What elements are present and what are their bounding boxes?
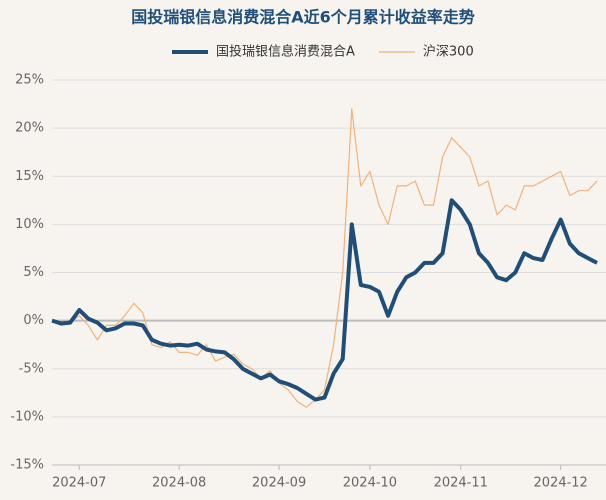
y-tick-label: -15%	[10, 458, 44, 473]
y-tick-label: 0%	[23, 313, 44, 328]
y-tick-label: 15%	[15, 169, 44, 184]
chart-title: 国投瑞银信息消费混合A近6个月累计收益率走势	[131, 8, 475, 27]
legend-label: 沪深300	[423, 44, 474, 60]
y-tick-label: 20%	[15, 121, 44, 136]
y-tick-label: -10%	[10, 409, 44, 424]
y-tick-label: 5%	[23, 265, 44, 280]
series-line	[51, 198, 598, 402]
x-tick-label: 2024-11	[434, 476, 488, 491]
legend-label: 国投瑞银信息消费混合A	[216, 44, 355, 60]
x-tick-label: 2024-09	[252, 476, 306, 491]
x-tick-label: 2024-07	[52, 476, 106, 491]
x-tick-label: 2024-12	[534, 476, 588, 491]
y-tick-label: 10%	[15, 217, 44, 232]
series-line	[51, 108, 598, 408]
x-tick-label: 2024-08	[152, 476, 206, 491]
y-tick-label: -5%	[19, 361, 44, 376]
x-tick-label: 2024-10	[343, 476, 397, 491]
y-tick-label: 25%	[15, 73, 44, 88]
